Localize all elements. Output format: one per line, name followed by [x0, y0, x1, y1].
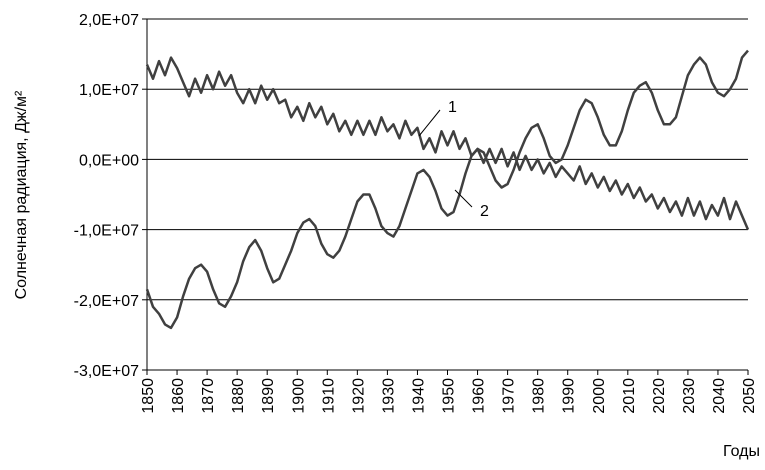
x-tick-label: 2030: [681, 378, 698, 414]
y-axis-label: Солнечная радиация, Дж/м²: [13, 90, 30, 299]
x-tick-label: 1940: [410, 378, 427, 414]
y-tick-label: 1,0E+07: [79, 82, 139, 99]
y-tick-label: -2,0E+07: [74, 293, 139, 310]
x-tick-label: 1990: [561, 378, 578, 414]
x-axis-label: Годы: [723, 443, 760, 460]
x-tick-label: 1900: [290, 378, 307, 414]
x-tick-label: 2050: [741, 378, 758, 414]
y-tick-label: -1,0E+07: [74, 223, 139, 240]
x-tick-label: 2040: [711, 378, 728, 414]
y-tick-label: 2,0E+07: [79, 12, 139, 29]
callout-line: [454, 189, 473, 208]
x-tick-label: 1950: [441, 378, 458, 414]
series-line: [145, 56, 750, 231]
x-tick-label: 2000: [591, 378, 608, 414]
y-tick-label: -3,0E+07: [74, 363, 139, 380]
x-tick-label: 2020: [651, 378, 668, 414]
x-tick-label: 1980: [531, 378, 548, 414]
x-tick-label: 1870: [200, 378, 217, 414]
callout-line: [418, 109, 441, 137]
x-tick-label: 1860: [170, 378, 187, 414]
series-label: 2: [480, 203, 489, 220]
x-tick-label: 1890: [260, 378, 277, 414]
x-tick-label: 1850: [140, 378, 157, 414]
y-tick-label: 0,0E+00: [79, 152, 139, 169]
x-tick-label: 1960: [471, 378, 488, 414]
series-label: 1: [448, 99, 457, 116]
x-tick-label: 1970: [501, 378, 518, 414]
x-tick-label: 1920: [350, 378, 367, 414]
x-tick-label: 1880: [230, 378, 247, 414]
series-line: [145, 49, 749, 330]
x-tick-label: 2010: [621, 378, 638, 414]
x-tick-label: 1910: [320, 378, 337, 414]
x-tick-label: 1930: [380, 378, 397, 414]
